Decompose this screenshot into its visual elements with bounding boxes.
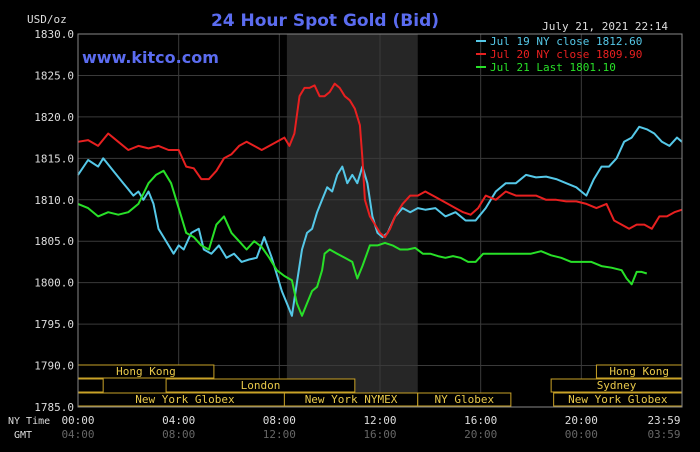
legend-entry: Jul 20 NY close 1809.90 xyxy=(490,48,642,61)
market-session-label: NY Globex xyxy=(435,393,495,406)
watermark: www.kitco.com xyxy=(82,48,219,67)
y-tick-label: 1810.0 xyxy=(34,194,74,207)
x-tick-label-ny: 23:59 xyxy=(647,414,680,427)
x-tick-label-ny: 20:00 xyxy=(565,414,598,427)
legend-entry: Jul 19 NY close 1812.60 xyxy=(490,35,642,48)
x-tick-labels: 00:0004:0004:0008:0008:0012:0012:0016:00… xyxy=(61,414,680,441)
chart-title: 24 Hour Spot Gold (Bid) xyxy=(211,11,439,31)
market-session-box xyxy=(417,392,512,407)
y-tick-label: 1830.0 xyxy=(34,28,74,41)
x-tick-label-gmt: 12:00 xyxy=(263,428,296,441)
trading-hours-shading xyxy=(286,34,418,407)
x-tick-label-ny: 08:00 xyxy=(263,414,296,427)
y-tick-label: 1820.0 xyxy=(34,111,74,124)
y-tick-label: 1815.0 xyxy=(34,152,74,165)
y-tick-label: 1805.0 xyxy=(34,235,74,248)
y-tick-label: 1800.0 xyxy=(34,277,74,290)
y-tick-label: 1790.0 xyxy=(34,360,74,373)
price-lines xyxy=(77,82,683,317)
grid-lines xyxy=(78,34,682,407)
market-session-label: Sydney xyxy=(597,379,637,392)
series-line xyxy=(77,82,683,239)
x-tick-label-ny: 04:00 xyxy=(162,414,195,427)
market-session-label: New York NYMEX xyxy=(305,393,398,406)
market-session-box xyxy=(77,378,104,393)
series-line xyxy=(77,169,648,317)
y-tick-label: 1825.0 xyxy=(34,69,74,82)
x-tick-label-gmt: 16:00 xyxy=(363,428,396,441)
market-session-label: New York Globex xyxy=(568,393,668,406)
x-tick-label-gmt: 03:59 xyxy=(647,428,680,441)
x-tick-label-gmt: 08:00 xyxy=(162,428,195,441)
x-tick-label-ny: 16:00 xyxy=(464,414,497,427)
y-axis-label: USD/oz xyxy=(27,13,67,26)
series-line xyxy=(77,125,683,317)
x-tick-label-gmt: 00:00 xyxy=(565,428,598,441)
market-session-label: London xyxy=(241,379,281,392)
y-tick-labels: 1785.0 1790.0 1795.0 1800.0 1805.0 1810.0 1815… xyxy=(34,28,74,414)
shaded-region xyxy=(286,34,418,407)
x-tick-label-gmt: 04:00 xyxy=(61,428,94,441)
x-tick-label-ny: 00:00 xyxy=(61,414,94,427)
market-session-box xyxy=(165,378,356,393)
x-tick-label-ny: 12:00 xyxy=(363,414,396,427)
x-tick-label-gmt: 20:00 xyxy=(464,428,497,441)
ny-time-label: NY Time xyxy=(8,416,50,427)
legend-entry: Jul 21 Last 1801.10 xyxy=(490,61,616,74)
y-tick-label: 1785.0 xyxy=(34,401,74,414)
y-tick-label: 1795.0 xyxy=(34,318,74,331)
market-session-label: Hong Kong xyxy=(609,365,669,378)
plot-frame xyxy=(77,33,683,408)
market-session-label: Hong Kong xyxy=(116,365,176,378)
date-stamp: July 21, 2021 22:14 xyxy=(542,20,668,33)
gmt-label: GMT xyxy=(14,430,32,441)
market-session-label: New York Globex xyxy=(135,393,235,406)
